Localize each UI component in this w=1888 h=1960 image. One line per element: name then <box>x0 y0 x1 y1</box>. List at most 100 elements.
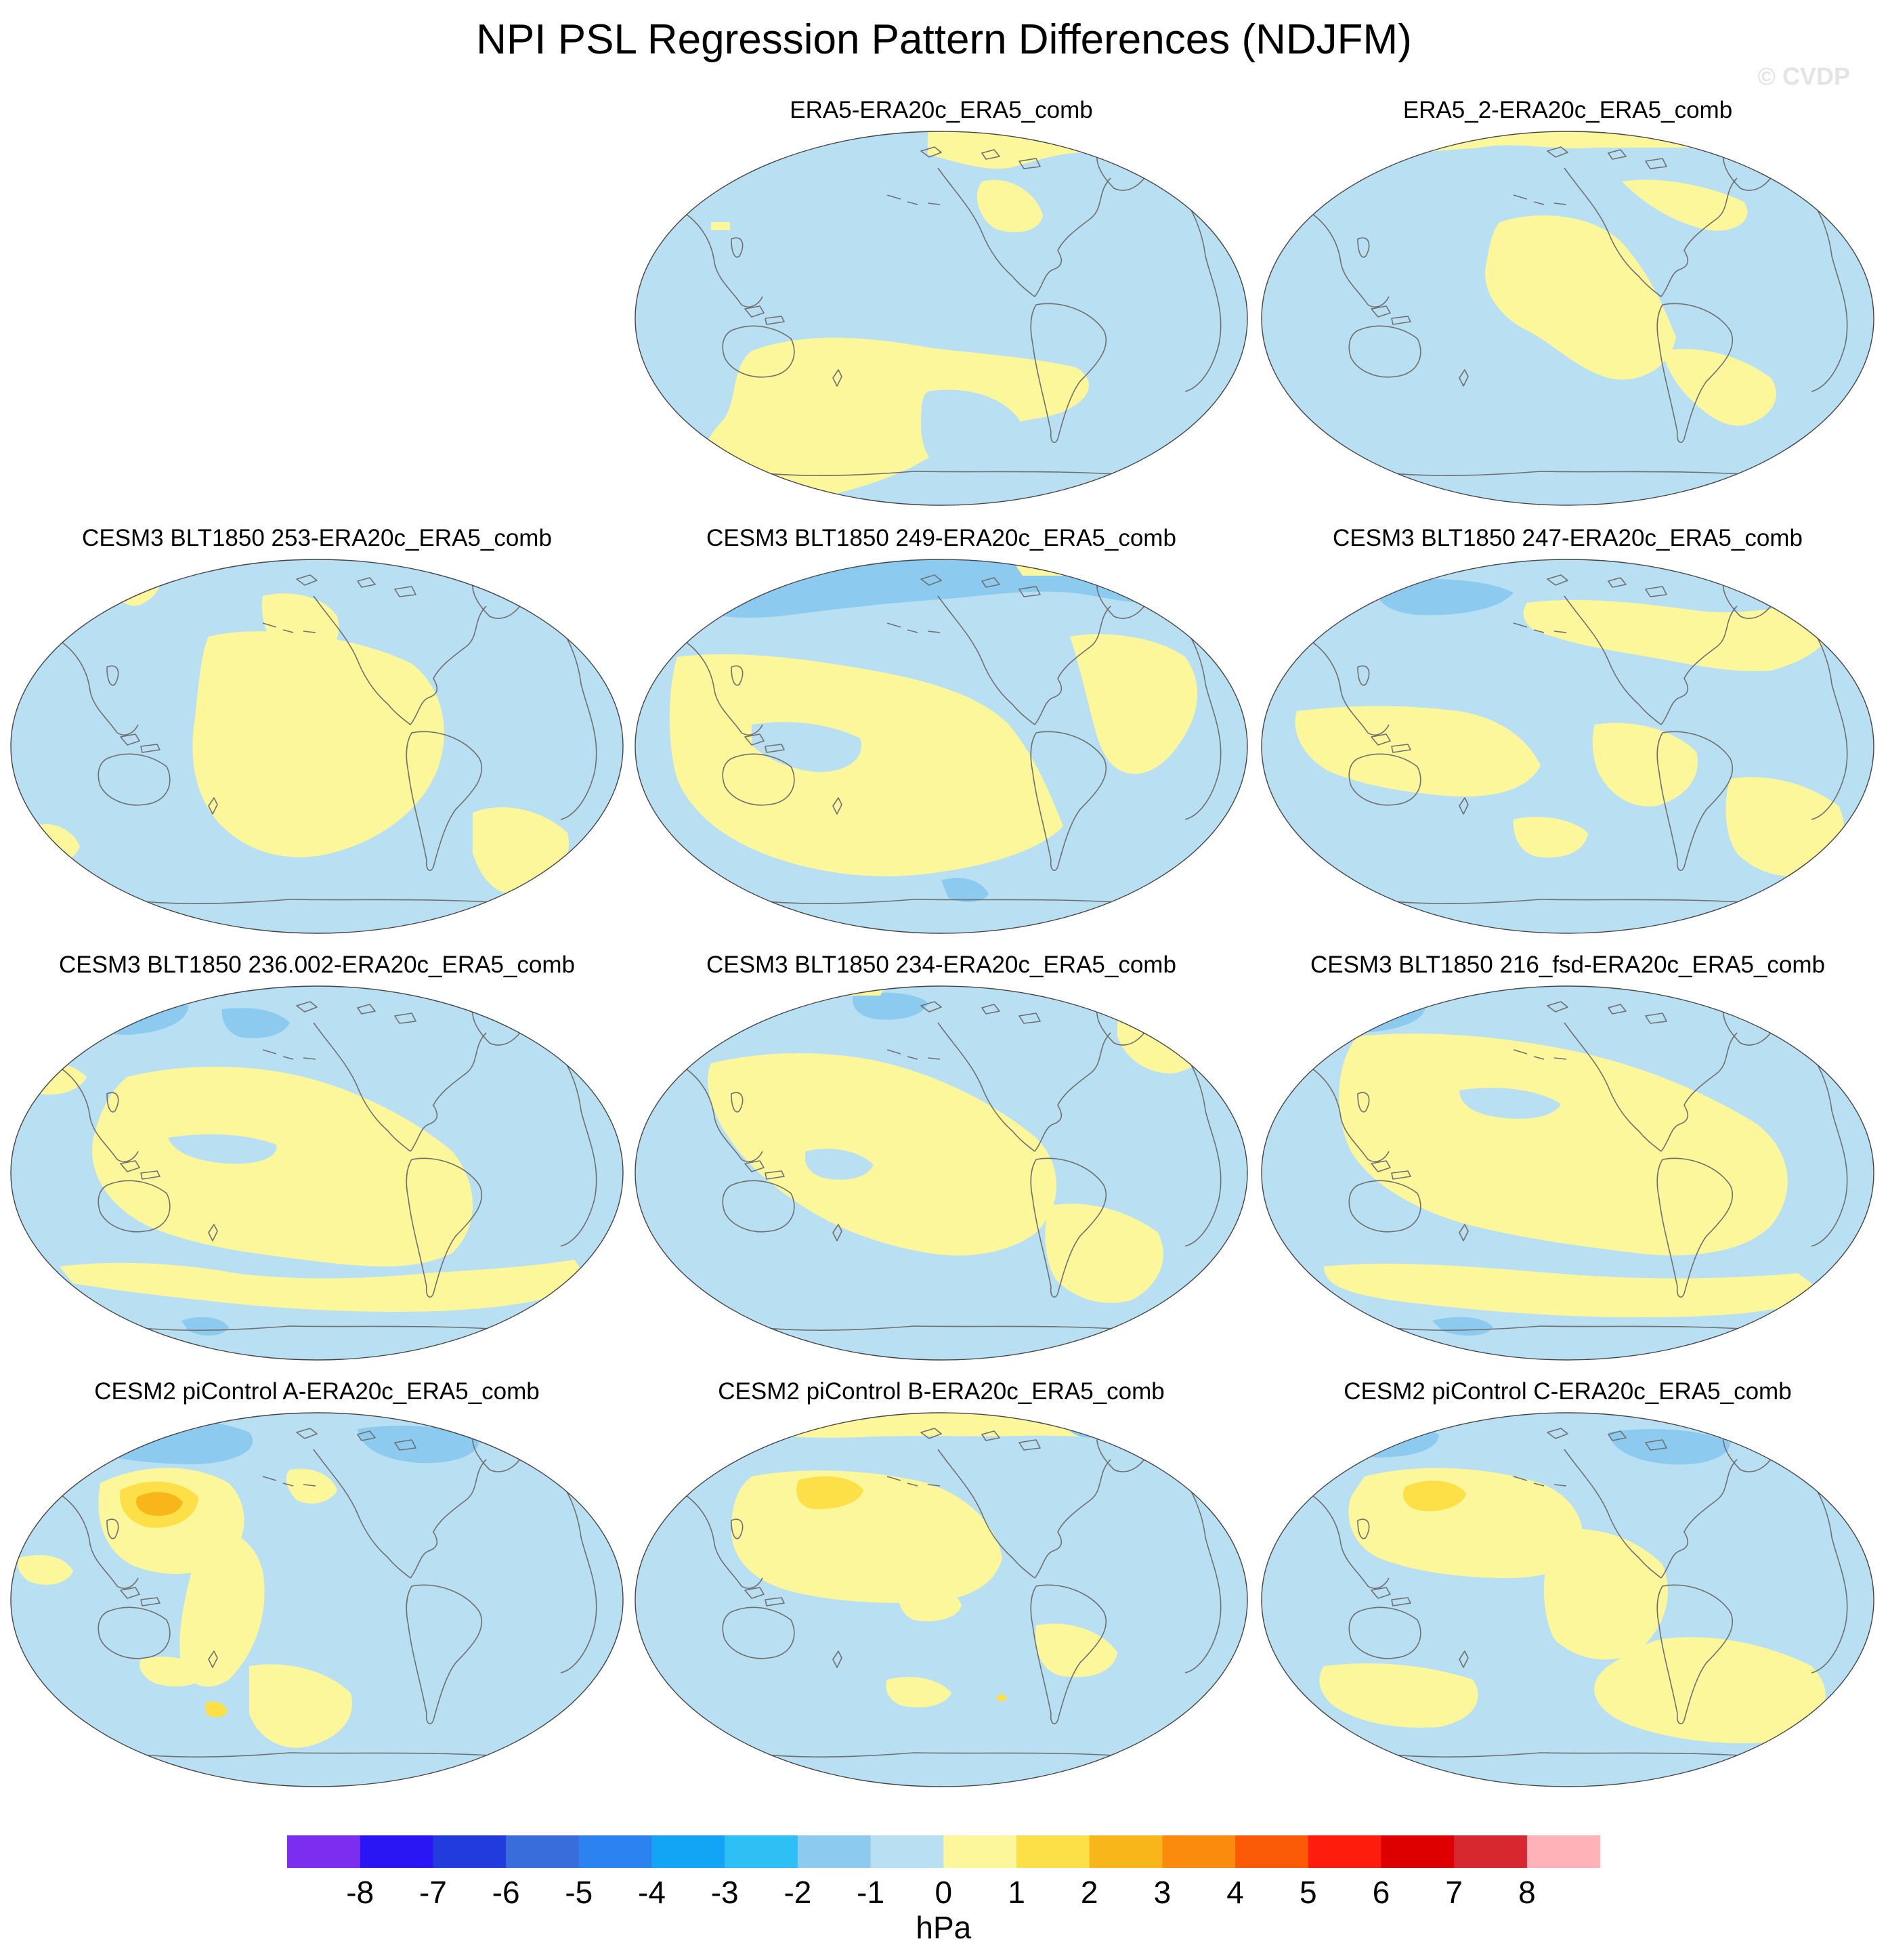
coastline <box>1660 1459 1738 1579</box>
coastline <box>1348 1180 1421 1233</box>
contour-region-pos3 <box>136 1492 183 1516</box>
coastline <box>98 1606 171 1659</box>
contour-region-neg <box>1607 410 1669 462</box>
coastline <box>670 1059 763 1162</box>
coastline <box>45 1486 139 1589</box>
contour-region-pos <box>192 631 444 857</box>
colorbar-box <box>578 1835 652 1868</box>
map-p5 <box>1261 559 1874 934</box>
coastline <box>744 733 785 753</box>
colorbar-tick-label: 7 <box>1445 1875 1463 1910</box>
map-panel: CESM3 BLT1850 249-ERA20c_ERA5_comb <box>630 523 1253 943</box>
colorbar-box <box>797 1835 872 1868</box>
map-outline <box>10 985 624 1361</box>
contour-region-neg2 <box>358 1426 479 1464</box>
colorbar-box <box>1526 1835 1601 1868</box>
coastline <box>1178 1042 1222 1247</box>
coastline <box>120 733 160 753</box>
panel-title: ERA5-ERA20c_ERA5_comb <box>790 97 1093 123</box>
contour-region-pos <box>1319 1663 1478 1728</box>
coastline <box>670 205 763 307</box>
contour-region-pos <box>1592 723 1698 807</box>
coastline <box>937 595 1035 725</box>
colorbar-tick-label: -4 <box>638 1875 666 1910</box>
colorbar-box <box>1162 1835 1236 1868</box>
coastline <box>920 1001 1041 1024</box>
coastline <box>1030 303 1107 443</box>
coastline <box>1656 731 1734 871</box>
map-panel: CESM3 BLT1850 234-ERA20c_ERA5_comb <box>630 950 1253 1369</box>
coastline <box>106 1518 119 1539</box>
coastline <box>553 616 597 820</box>
coastline <box>262 1049 316 1060</box>
map-p9 <box>10 1412 624 1787</box>
coastline <box>406 1157 483 1298</box>
coastline <box>1660 177 1738 297</box>
map-outline <box>10 559 624 934</box>
map-panel: CESM3 BLT1850 236.002-ERA20c_ERA5_comb <box>5 950 628 1369</box>
colorbar-tick-label: 2 <box>1081 1875 1098 1910</box>
coastline <box>1564 595 1662 725</box>
map-panel: CESM3 BLT1850 247-ERA20c_ERA5_comb <box>1256 523 1879 943</box>
colorbar-box <box>287 1835 361 1868</box>
coastline <box>106 1092 119 1113</box>
coastline <box>1178 188 1222 392</box>
coastline <box>553 1469 597 1674</box>
coastline <box>722 753 795 806</box>
contour-region-neg <box>1514 1730 1574 1753</box>
coastline <box>670 633 763 736</box>
coastline <box>1357 237 1370 258</box>
colorbar-box <box>1235 1835 1309 1868</box>
panel-title: CESM3 BLT1850 253-ERA20c_ERA5_comb <box>82 525 552 551</box>
contour-region-pos <box>833 986 887 996</box>
coastline <box>710 893 1145 905</box>
coastline <box>1804 188 1848 392</box>
contour-region-pos <box>1295 706 1541 797</box>
map-outline <box>10 1412 624 1787</box>
coastline <box>1030 1584 1107 1724</box>
contour-region-pos <box>561 559 615 637</box>
map-panel: CESM3 BLT1850 253-ERA20c_ERA5_comb <box>5 523 628 943</box>
coastline <box>262 1476 316 1487</box>
coastline <box>1357 1092 1370 1113</box>
coastline <box>710 465 1145 477</box>
colorbar-tick-label: -7 <box>419 1875 447 1910</box>
coastline <box>86 893 521 905</box>
colorbar-tick-label: 4 <box>1226 1875 1244 1910</box>
contour-region-pos2 <box>796 1476 863 1510</box>
contour-region-pos <box>731 1470 1002 1603</box>
contour-region-pos <box>18 1555 73 1585</box>
map-p2 <box>1261 131 1874 506</box>
map-panel: ERA5-ERA20c_ERA5_comb <box>630 95 1253 515</box>
coastline <box>744 1160 785 1180</box>
coastline <box>296 1001 416 1024</box>
colorbar-tick-label: -3 <box>711 1875 739 1910</box>
coastline <box>1513 1476 1567 1487</box>
coastline <box>106 665 119 686</box>
coastline <box>731 665 744 686</box>
contour-region-pos <box>898 1582 962 1621</box>
coastline <box>1371 305 1411 325</box>
coastline <box>1564 1449 1662 1579</box>
contour-region-neg2 <box>221 1008 290 1038</box>
contour-region-pos <box>1594 1637 1826 1743</box>
map-panel: CESM2 piControl B-ERA20c_ERA5_comb <box>630 1376 1253 1796</box>
map-p3 <box>10 559 624 934</box>
colorbar-tick-label: -8 <box>346 1875 374 1910</box>
colorbar: -8 -7 -6 -5 -4 -3 -2 -1 0 1 2 3 4 5 6 7 8 hPa <box>287 1835 1601 1945</box>
contour-region-neg <box>168 1134 277 1164</box>
map-outline <box>1261 985 1874 1361</box>
coastline <box>832 1224 842 1241</box>
coastline <box>920 574 1041 597</box>
contour-region-neg2 <box>1608 1429 1730 1465</box>
coastline <box>1371 733 1411 753</box>
coastline <box>98 753 171 806</box>
contour-region-pos <box>1035 1623 1117 1678</box>
coastline <box>1034 1459 1111 1579</box>
coastline <box>744 1587 785 1606</box>
coastline <box>1459 797 1469 815</box>
panel-title: CESM3 BLT1850 247-ERA20c_ERA5_comb <box>1333 525 1803 551</box>
map-p4 <box>635 559 1248 934</box>
coastline <box>208 1650 218 1668</box>
coastline <box>1357 1518 1370 1539</box>
